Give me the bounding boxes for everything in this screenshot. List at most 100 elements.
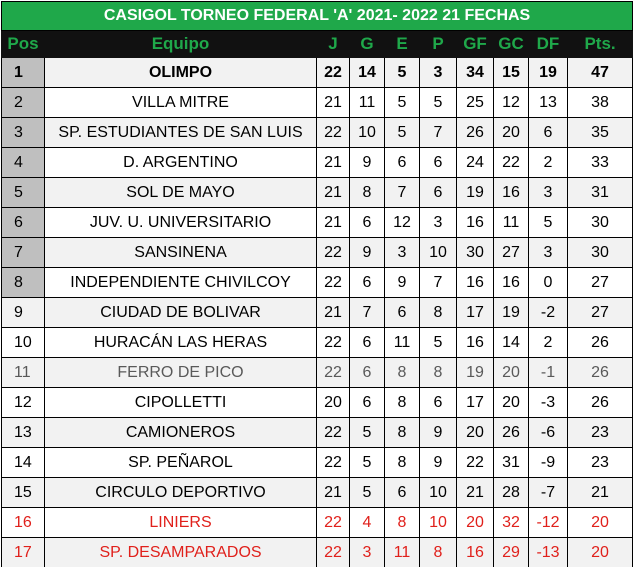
- table-row: 7 SANSINENA 22 9 3 10 30 27 3 30: [1, 237, 633, 268]
- cell-p: 7: [419, 267, 457, 298]
- cell-j: 21: [316, 147, 350, 178]
- cell-df: 5: [528, 207, 568, 238]
- cell-team: CIRCULO DEPORTIVO: [44, 477, 317, 508]
- cell-gf: 16: [456, 267, 494, 298]
- cell-pos: 7: [1, 237, 45, 268]
- table-row: 2 VILLA MITRE 21 11 5 5 25 12 13 38: [1, 87, 633, 118]
- cell-gf: 34: [456, 57, 494, 88]
- cell-g: 6: [349, 357, 385, 388]
- cell-p: 10: [419, 477, 457, 508]
- cell-g: 9: [349, 237, 385, 268]
- cell-j: 22: [316, 327, 350, 358]
- cell-p: 8: [419, 537, 457, 567]
- cell-pts: 30: [566, 237, 633, 268]
- cell-g: 14: [349, 57, 385, 88]
- table-row: 4 D. ARGENTINO 21 9 6 6 24 22 2 33: [1, 147, 633, 178]
- cell-pos: 17: [1, 537, 45, 567]
- table-row: 3 SP. ESTUDIANTES DE SAN LUIS 22 10 5 7 26 20 6 3…: [1, 117, 633, 148]
- cell-p: 3: [419, 207, 457, 238]
- cell-team: SP. PEÑAROL: [44, 447, 317, 478]
- cell-p: 3: [419, 57, 457, 88]
- cell-g: 10: [349, 117, 385, 148]
- cell-pos: 5: [1, 177, 45, 208]
- cell-gc: 15: [493, 57, 529, 88]
- cell-team: SP. DESAMPARADOS: [44, 537, 317, 567]
- column-header-g: G: [349, 30, 385, 58]
- cell-gf: 25: [456, 87, 494, 118]
- cell-df: 3: [528, 237, 568, 268]
- cell-pos: 3: [1, 117, 45, 148]
- table-title: CASIGOL TORNEO FEDERAL 'A' 2021- 2022 21…: [0, 1, 633, 31]
- cell-df: -13: [528, 537, 568, 567]
- column-header-gc: GC: [493, 30, 529, 58]
- cell-pos: 4: [1, 147, 45, 178]
- cell-df: 2: [528, 147, 568, 178]
- cell-gc: 20: [493, 357, 529, 388]
- cell-p: 7: [419, 117, 457, 148]
- cell-gf: 20: [456, 507, 494, 538]
- column-header-gf: GF: [456, 30, 494, 58]
- table-row: 13 CAMIONEROS 22 5 8 9 20 26 -6 23: [1, 417, 633, 448]
- column-header-j: J: [316, 30, 350, 58]
- cell-team: HURACÁN LAS HERAS: [44, 327, 317, 358]
- cell-gf: 16: [456, 327, 494, 358]
- cell-g: 3: [349, 537, 385, 567]
- cell-pos: 8: [1, 267, 45, 298]
- cell-p: 6: [419, 147, 457, 178]
- cell-df: -2: [528, 297, 568, 328]
- cell-df: -9: [528, 447, 568, 478]
- cell-pts: 20: [566, 507, 633, 538]
- cell-e: 8: [384, 417, 420, 448]
- cell-team: CIPOLLETTI: [44, 387, 317, 418]
- cell-pts: 26: [566, 357, 633, 388]
- cell-gc: 28: [493, 477, 529, 508]
- column-header-team: Equipo: [44, 30, 317, 58]
- cell-e: 8: [384, 507, 420, 538]
- cell-gc: 22: [493, 147, 529, 178]
- cell-e: 12: [384, 207, 420, 238]
- cell-pts: 38: [566, 87, 633, 118]
- cell-g: 8: [349, 177, 385, 208]
- cell-pts: 33: [566, 147, 633, 178]
- cell-p: 9: [419, 417, 457, 448]
- cell-j: 21: [316, 177, 350, 208]
- cell-e: 5: [384, 57, 420, 88]
- cell-j: 22: [316, 267, 350, 298]
- cell-gf: 20: [456, 417, 494, 448]
- table-row: 1 OLIMPO 22 14 5 3 34 15 19 47: [1, 57, 633, 88]
- cell-pts: 47: [566, 57, 633, 88]
- cell-j: 22: [316, 447, 350, 478]
- cell-pos: 15: [1, 477, 45, 508]
- header-row: Pos Equipo J G E P GF GC DF Pts.: [1, 30, 633, 58]
- cell-team: LINIERS: [44, 507, 317, 538]
- cell-p: 5: [419, 327, 457, 358]
- cell-e: 5: [384, 87, 420, 118]
- cell-gc: 20: [493, 117, 529, 148]
- cell-pos: 6: [1, 207, 45, 238]
- cell-gf: 22: [456, 447, 494, 478]
- cell-p: 8: [419, 297, 457, 328]
- cell-e: 5: [384, 117, 420, 148]
- table-row: 10 HURACÁN LAS HERAS 22 6 11 5 16 14 2 26: [1, 327, 633, 358]
- cell-gc: 16: [493, 177, 529, 208]
- cell-p: 9: [419, 447, 457, 478]
- cell-g: 4: [349, 507, 385, 538]
- column-header-df: DF: [528, 30, 568, 58]
- cell-g: 11: [349, 87, 385, 118]
- cell-p: 6: [419, 387, 457, 418]
- cell-pts: 27: [566, 297, 633, 328]
- cell-j: 21: [316, 207, 350, 238]
- cell-pos: 2: [1, 87, 45, 118]
- cell-df: 13: [528, 87, 568, 118]
- table-row: 8 INDEPENDIENTE CHIVILCOY 22 6 9 7 16 16 0 27: [1, 267, 633, 298]
- cell-pos: 13: [1, 417, 45, 448]
- cell-e: 11: [384, 327, 420, 358]
- cell-df: -1: [528, 357, 568, 388]
- cell-gf: 30: [456, 237, 494, 268]
- cell-j: 20: [316, 387, 350, 418]
- cell-team: SP. ESTUDIANTES DE SAN LUIS: [44, 117, 317, 148]
- table-row: 14 SP. PEÑAROL 22 5 8 9 22 31 -9 23: [1, 447, 633, 478]
- cell-team: FERRO DE PICO: [44, 357, 317, 388]
- cell-gf: 16: [456, 537, 494, 567]
